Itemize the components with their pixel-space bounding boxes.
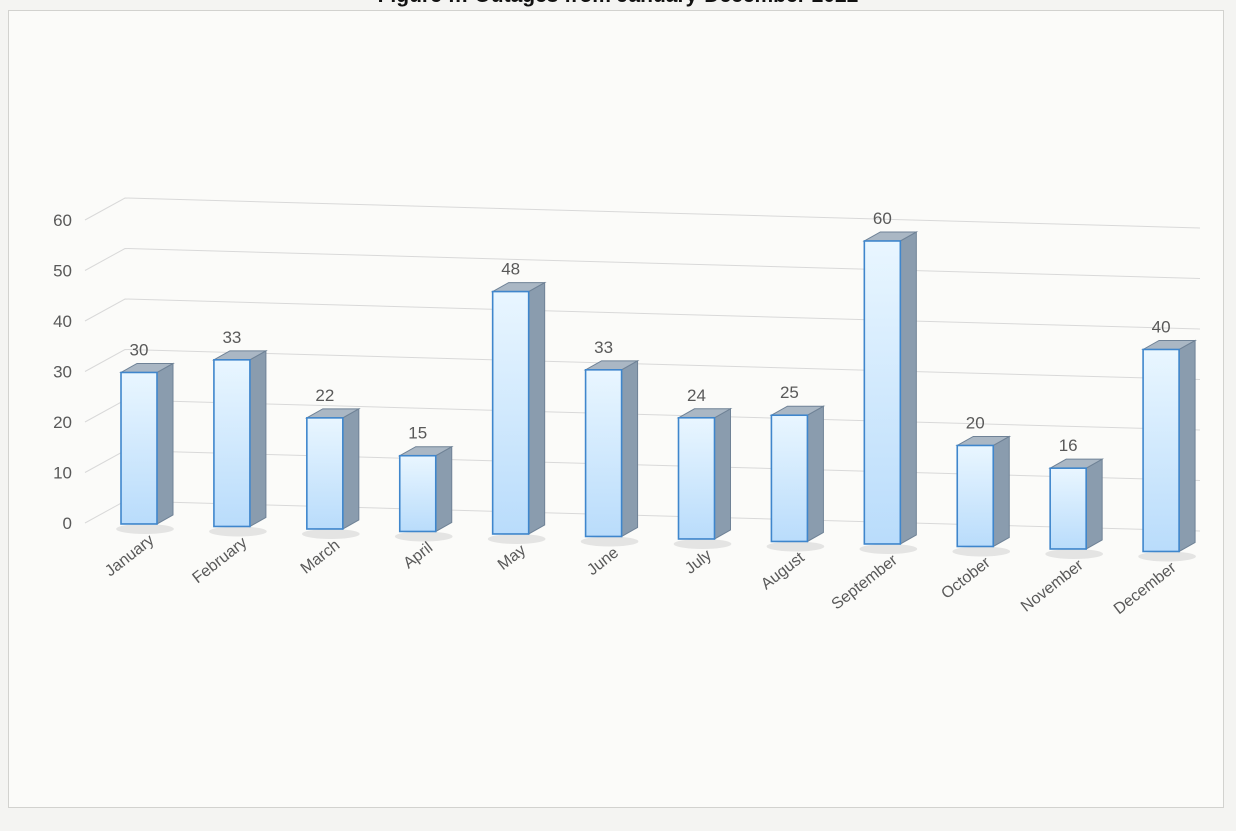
gridline-50 xyxy=(85,249,1200,279)
data-label-april: 15 xyxy=(408,424,427,443)
bar-side-february xyxy=(250,351,266,527)
bar-july xyxy=(679,418,715,539)
y-tick-10: 10 xyxy=(53,464,72,483)
bar-october xyxy=(957,445,993,546)
data-label-july: 24 xyxy=(687,386,706,405)
data-label-may: 48 xyxy=(501,260,520,279)
y-tick-60: 60 xyxy=(53,211,72,230)
bar-side-november xyxy=(1086,459,1102,549)
bar-january xyxy=(121,372,157,524)
y-tick-40: 40 xyxy=(53,312,72,331)
data-label-december: 40 xyxy=(1152,317,1171,336)
y-tick-0: 0 xyxy=(63,514,72,533)
y-tick-20: 20 xyxy=(53,413,72,432)
bar-november xyxy=(1050,468,1086,549)
x-tick-april: April xyxy=(401,539,437,572)
data-label-march: 22 xyxy=(315,386,334,405)
data-label-november: 16 xyxy=(1059,436,1078,455)
x-tick-january: January xyxy=(102,532,157,580)
bar-february xyxy=(214,360,250,527)
y-tick-50: 50 xyxy=(53,262,72,281)
bar-april xyxy=(400,456,436,532)
data-labels: 30 33 22 15 48 33 24 25 60 20 16 40 xyxy=(130,209,1171,455)
data-label-september: 60 xyxy=(873,209,892,228)
y-tick-30: 30 xyxy=(53,363,72,382)
x-tick-may: May xyxy=(495,542,529,574)
bar-side-september xyxy=(900,232,916,544)
bar-august xyxy=(771,415,807,541)
data-label-october: 20 xyxy=(966,413,985,432)
bar-side-december xyxy=(1179,340,1195,551)
x-tick-october: October xyxy=(938,554,994,603)
x-tick-march: March xyxy=(298,537,343,578)
bar-side-may xyxy=(529,283,545,534)
bar-march xyxy=(307,418,343,529)
bar-side-january xyxy=(157,363,173,524)
x-tick-july: July xyxy=(682,547,715,578)
bar-december xyxy=(1143,349,1179,551)
bars xyxy=(116,232,1196,562)
y-axis-ticks: 0 10 20 30 40 50 60 xyxy=(53,211,72,533)
bar-side-june xyxy=(622,361,638,537)
data-label-august: 25 xyxy=(780,383,799,402)
bar-side-october xyxy=(993,436,1009,546)
x-tick-december: December xyxy=(1111,559,1180,618)
bar-side-july xyxy=(715,409,731,539)
x-tick-february: February xyxy=(189,534,250,587)
gridline-60 xyxy=(85,198,1200,228)
data-label-february: 33 xyxy=(222,328,241,347)
bar-side-april xyxy=(436,447,452,532)
bar-side-march xyxy=(343,409,359,529)
data-label-june: 33 xyxy=(594,338,613,357)
x-tick-november: November xyxy=(1018,556,1087,615)
bar-june xyxy=(586,370,622,537)
bar-september xyxy=(864,241,900,544)
x-tick-september: September xyxy=(829,551,902,613)
data-label-january: 30 xyxy=(130,340,149,359)
bar-side-august xyxy=(807,406,823,541)
gridline-40 xyxy=(85,299,1200,329)
category-labels: January February March April May June July Augu… xyxy=(102,532,1180,618)
bar-may xyxy=(493,292,529,534)
x-tick-august: August xyxy=(758,549,808,593)
x-tick-june: June xyxy=(584,544,622,579)
